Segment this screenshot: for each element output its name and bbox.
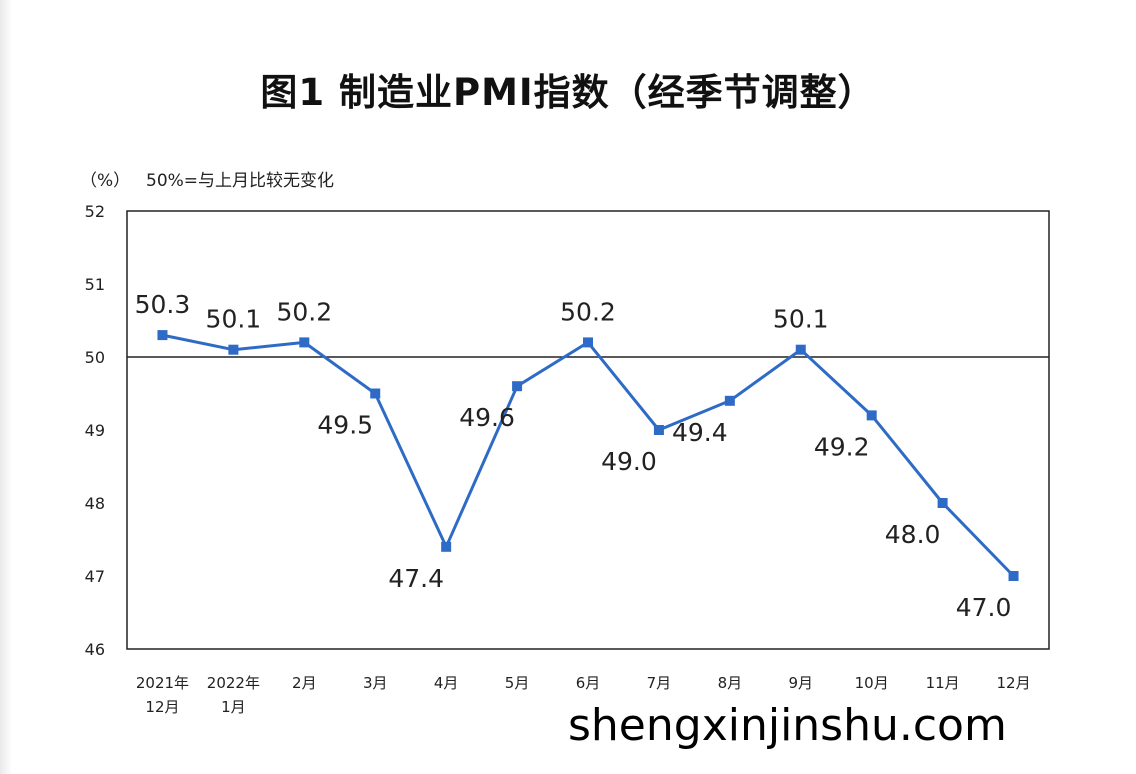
data-label: 49.6 [459,403,515,432]
data-point-marker [1008,571,1019,581]
y-tick-label: 47 [85,567,105,586]
y-tick-label: 48 [85,494,105,513]
data-point-marker [370,388,381,399]
x-tick-label: 6月 [576,674,601,692]
data-label: 50.2 [276,297,332,326]
x-tick-label: 12月 [145,698,179,716]
x-tick-label: 10月 [855,674,889,692]
x-tick-label: 11月 [926,674,960,692]
chart-title: 图1 制造业PMI指数（经季节调整） [260,71,876,114]
data-point-marker [724,395,735,406]
data-point-marker [512,381,523,392]
x-tick-label: 12月 [996,674,1030,692]
data-label: 48.0 [885,520,941,549]
data-label: 49.0 [601,447,657,476]
data-point-marker [795,344,806,355]
x-tick-label: 3月 [363,674,388,692]
data-point-marker [157,330,168,341]
data-label: 50.1 [773,305,829,334]
data-point-marker [937,498,948,508]
data-label: 49.4 [672,418,728,447]
plot-frame [126,210,1050,650]
data-point-marker [653,425,664,435]
data-point-marker [228,344,239,355]
data-label: 47.0 [956,593,1012,622]
x-tick-label: 2021年 [136,674,189,692]
data-point-marker [441,541,452,552]
data-label: 49.2 [814,432,870,461]
data-label: 50.3 [135,290,191,319]
data-label: 50.2 [560,297,616,326]
watermark: shengxinjinshu.com [568,700,1007,751]
data-point-marker [866,410,877,421]
reference-note: 50%=与上月比较无变化 [146,171,335,191]
x-tick-label: 8月 [718,674,743,692]
y-tick-label: 52 [85,202,105,221]
y-tick-label: 49 [85,421,105,440]
x-tick-label: 5月 [505,674,530,692]
x-tick-label: 2月 [292,674,317,692]
data-label: 50.1 [206,305,262,334]
data-point-marker [299,337,310,348]
page-edge-shade [0,0,12,774]
data-point-marker [583,337,593,348]
x-tick-label: 9月 [788,674,813,692]
y-tick-label: 51 [85,275,105,294]
data-label: 49.5 [317,411,373,440]
y-tick-label: 50 [85,348,105,367]
x-tick-label: 4月 [434,674,459,692]
x-tick-label: 1月 [221,698,246,716]
y-axis-unit-label: （%） [80,171,131,191]
data-label: 47.4 [388,564,444,593]
y-tick-label: 46 [85,640,105,659]
x-tick-label: 2022年 [207,674,260,692]
x-tick-label: 7月 [647,674,672,692]
